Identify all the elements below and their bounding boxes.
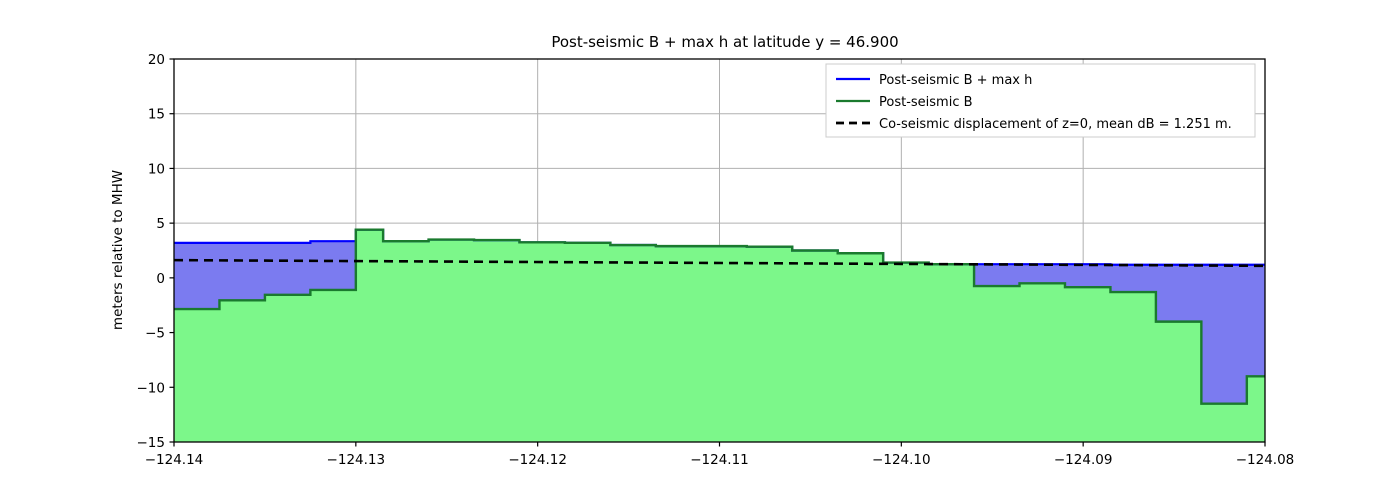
x-tick-label: −124.11 xyxy=(690,452,749,468)
legend-label: Post-seismic B xyxy=(879,95,973,110)
legend-box xyxy=(825,63,1256,138)
series-line-post-seismic-b xyxy=(174,228,1265,405)
y-tick-label: −10 xyxy=(137,380,166,396)
series-line-coseismic-displacement xyxy=(173,258,1266,268)
y-tick-label: −5 xyxy=(145,326,165,342)
chart-legend[interactable]: Post-seismic B + max h Post-seismic B Co-s… xyxy=(825,63,1256,138)
x-tick-label: −124.12 xyxy=(508,452,567,468)
x-tick-label: −124.09 xyxy=(1054,452,1113,468)
y-axis-label: meters relative to MHW xyxy=(110,170,126,330)
x-tick-label: −124.14 xyxy=(145,452,204,468)
area-fill-green xyxy=(174,229,1265,442)
y-tick-label: 20 xyxy=(148,52,165,68)
legend-label: Co-seismic displacement of z=0, mean dB … xyxy=(879,117,1232,132)
area-fill-blue xyxy=(174,229,1265,404)
x-tick-label: −124.13 xyxy=(327,452,386,468)
plot-area xyxy=(173,228,1266,442)
x-tick-label: −124.10 xyxy=(872,452,931,468)
y-tick-label: 15 xyxy=(148,107,165,123)
y-tick-label: 5 xyxy=(156,216,165,232)
chart-title: Post-seismic B + max h at latitude y = 4… xyxy=(551,33,898,51)
y-tick-label: 0 xyxy=(156,271,165,287)
y-tick-label: 10 xyxy=(148,161,165,177)
axis-ticks: −124.14 −124.13 −124.12 −124.11 −124.10 −124.… xyxy=(137,52,1295,468)
x-tick-label: −124.08 xyxy=(1236,452,1295,468)
legend-label: Post-seismic B + max h xyxy=(879,73,1032,88)
y-tick-label: −15 xyxy=(137,435,166,451)
